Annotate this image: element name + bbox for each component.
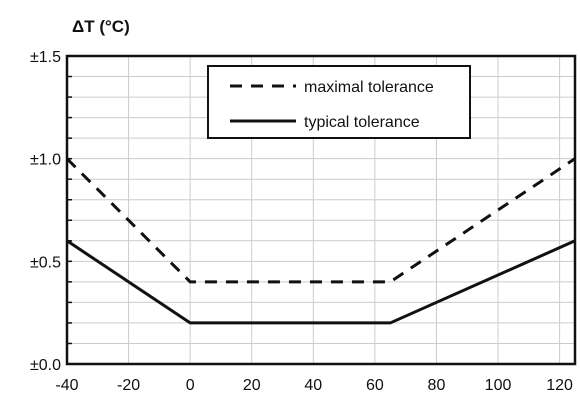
legend-box (207, 65, 471, 139)
x-tick-label: -20 (117, 377, 140, 394)
x-tick-label: -40 (55, 377, 78, 394)
y-tick-label: ±0.0 (30, 357, 61, 374)
legend-label: typical tolerance (304, 114, 420, 131)
plot-frame (65, 54, 577, 366)
legend-label: maximal tolerance (304, 79, 434, 96)
maximal-tolerance-line (65, 157, 576, 284)
x-tick-label: 40 (304, 377, 322, 394)
y-tick-label: ±0.5 (30, 254, 61, 271)
x-tick-label: 120 (546, 377, 573, 394)
x-tick-label: 0 (186, 377, 195, 394)
x-tick-label: 60 (366, 377, 384, 394)
x-tick-labels: -40 -20 0 20 40 60 80 100 120 (55, 377, 573, 394)
x-tick-label: 100 (485, 377, 512, 394)
series-lines (65, 157, 576, 325)
y-axis-title: ΔT (°C) (72, 17, 130, 36)
x-tick-label: 20 (243, 377, 261, 394)
x-tick-label: 80 (428, 377, 446, 394)
typical-tolerance-line (66, 239, 576, 325)
legend: maximal tolerance typical tolerance (207, 65, 471, 139)
y-tick-label: ±1.5 (30, 49, 61, 66)
y-tick-label: ±1.0 (30, 152, 61, 169)
y-tick-labels: ±0.0 ±0.5 ±1.0 ±1.5 (30, 49, 61, 374)
